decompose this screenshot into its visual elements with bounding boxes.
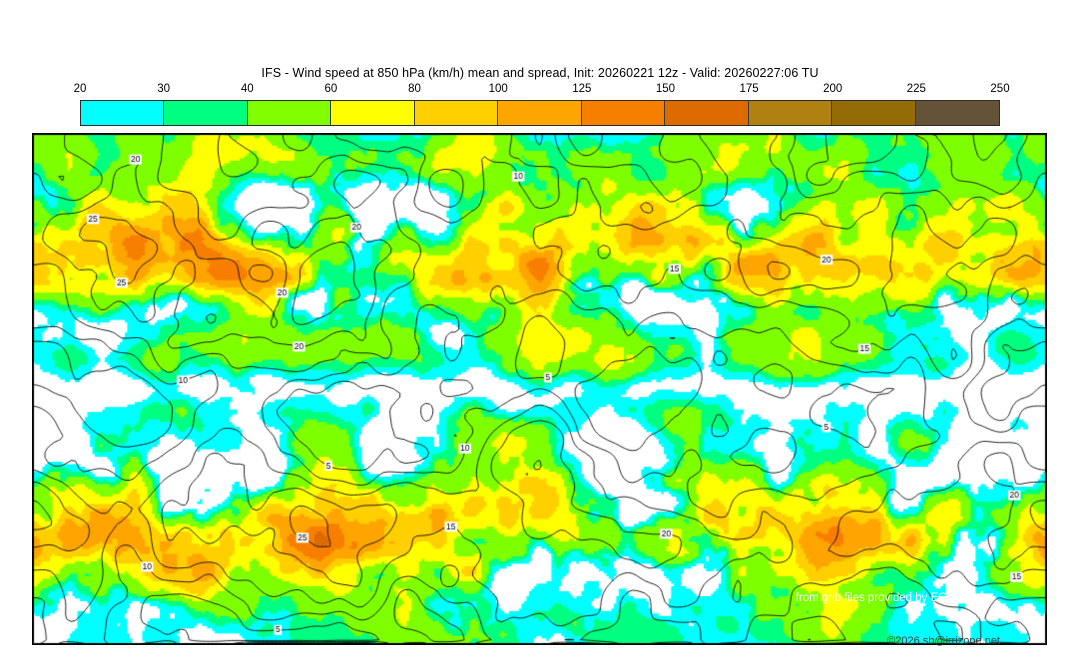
colorbar-segment-20-30 <box>81 101 165 125</box>
colorbar-tick-150: 150 <box>655 83 676 95</box>
colorbar-segment-80-100 <box>414 101 499 125</box>
map-panel[interactable]: from grib files provided by ECMWF <box>32 133 1047 645</box>
colorbar-tick-125: 125 <box>572 83 592 95</box>
colorbar-segment-60-80 <box>331 101 415 125</box>
colorbar-segment-30-40 <box>164 101 248 125</box>
colorbar-tick-60: 60 <box>324 83 338 95</box>
colorbar: 20 30 40 60 80 100 125 150 175 200 225 250 <box>74 83 1010 126</box>
colorbar-segment-225-250 <box>915 101 999 125</box>
colorbar-tick-175: 175 <box>739 83 759 95</box>
colorbar-segment-40-60 <box>247 101 332 125</box>
colorbar-tick-200: 200 <box>823 83 843 95</box>
colorbar-segment-175-200 <box>748 101 833 125</box>
colorbar-tick-40: 40 <box>240 83 254 95</box>
colorbar-gradient <box>80 100 1000 126</box>
colorbar-tick-225: 225 <box>906 83 926 95</box>
colorbar-tick-250: 250 <box>990 83 1010 95</box>
wind-speed-contour-map[interactable] <box>33 134 1046 644</box>
colorbar-tick-20: 20 <box>73 83 87 95</box>
colorbar-tick-100: 100 <box>488 83 508 95</box>
colorbar-segment-150-175 <box>665 101 749 125</box>
colorbar-tick-30: 30 <box>157 83 171 95</box>
colorbar-segment-200-225 <box>832 101 916 125</box>
colorbar-segment-125-150 <box>581 101 666 125</box>
colorbar-tick-labels: 20 30 40 60 80 100 125 150 175 200 225 250 <box>74 83 1010 99</box>
colorbar-segment-100-125 <box>498 101 582 125</box>
colorbar-tick-80: 80 <box>408 83 421 95</box>
page-title: IFS - Wind speed at 850 hPa (km/h) mean … <box>261 66 819 80</box>
